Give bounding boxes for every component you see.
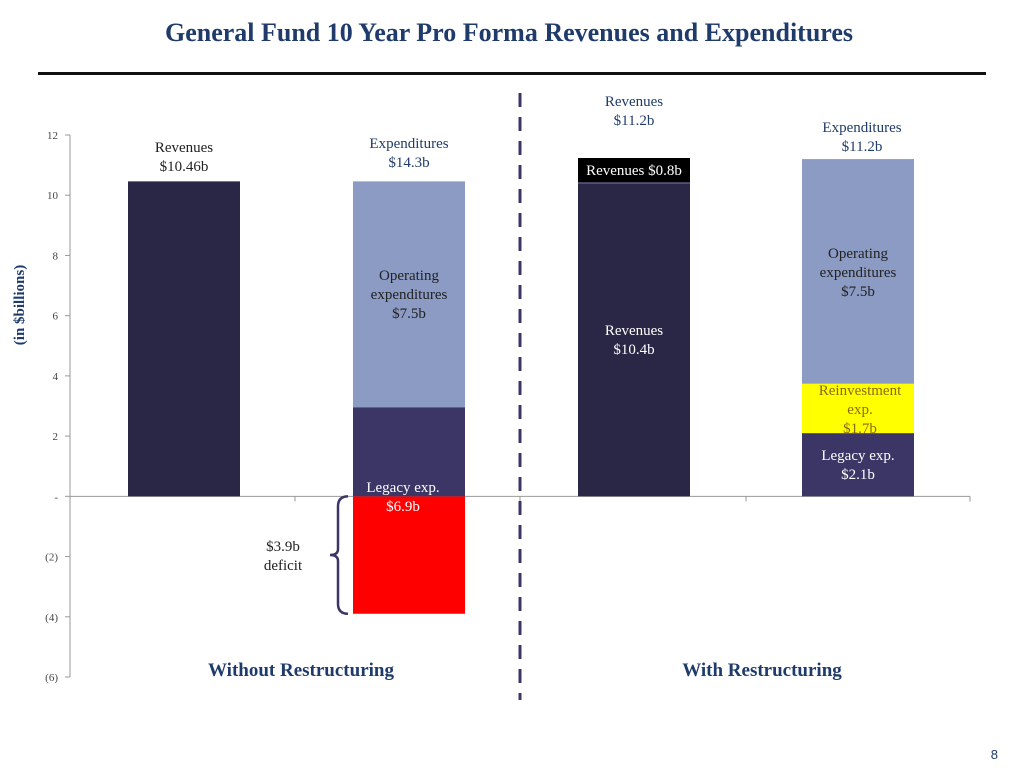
bar-segment-operating-expenditures bbox=[353, 181, 465, 408]
bar-segment-revenues bbox=[578, 183, 690, 497]
deficit-brace bbox=[329, 495, 349, 616]
y-axis-label: (in $billions) bbox=[12, 265, 28, 345]
y-tick-label: 10 bbox=[47, 190, 59, 202]
bar-segment-deficit bbox=[353, 496, 465, 614]
segment-label-revenues: Revenues $10.4b bbox=[605, 323, 663, 358]
y-tick-label: 12 bbox=[47, 130, 58, 142]
segment-label-legacy: Legacy exp. $6.9b bbox=[366, 480, 439, 515]
bar-segment-legacy-exp- bbox=[802, 433, 914, 497]
bar-segment-operating-expenditures bbox=[802, 159, 914, 384]
y-tick-label: (4) bbox=[45, 612, 58, 624]
bar-top-label: Revenues $11.2b bbox=[605, 94, 663, 129]
y-tick-label: (2) bbox=[45, 552, 58, 564]
segment-label-operating: Operating expenditures $7.5b bbox=[820, 246, 897, 300]
group-label: Without Restructuring bbox=[208, 660, 394, 681]
page-title: General Fund 10 Year Pro Forma Revenues … bbox=[164, 18, 854, 47]
revenues-increment-band bbox=[578, 158, 690, 182]
deficit-annotation: $3.9b deficit bbox=[264, 539, 303, 574]
group-label: With Restructuring bbox=[682, 660, 842, 681]
y-tick-label: 2 bbox=[53, 431, 59, 443]
title-divider bbox=[38, 72, 986, 75]
y-tick-label: 6 bbox=[53, 311, 59, 323]
bar-top-label: Revenues $10.46b bbox=[155, 140, 213, 175]
bar-top-label: Expenditures $14.3b bbox=[369, 136, 448, 171]
segment-label-operating: Operating expenditures $7.5b bbox=[371, 268, 448, 322]
segment-label-legacy: Legacy exp. $2.1b bbox=[821, 448, 894, 483]
bar-segment-revenues bbox=[128, 181, 240, 497]
y-tick-label: 4 bbox=[53, 371, 59, 383]
y-tick-label: 8 bbox=[53, 250, 59, 262]
segment-label-revenues-increment: Revenues $0.8b bbox=[586, 163, 682, 179]
bar-segment-reinvestment-exp- bbox=[802, 383, 914, 434]
y-tick-label: - bbox=[54, 491, 58, 503]
bar-segment-legacy-exp- bbox=[353, 407, 465, 497]
bar-top-label: Expenditures $11.2b bbox=[822, 120, 901, 155]
y-tick-label: (6) bbox=[45, 672, 58, 684]
segment-label-reinvestment: Reinvestment exp. $1.7b bbox=[819, 383, 902, 437]
page-number: 8 bbox=[990, 747, 998, 762]
